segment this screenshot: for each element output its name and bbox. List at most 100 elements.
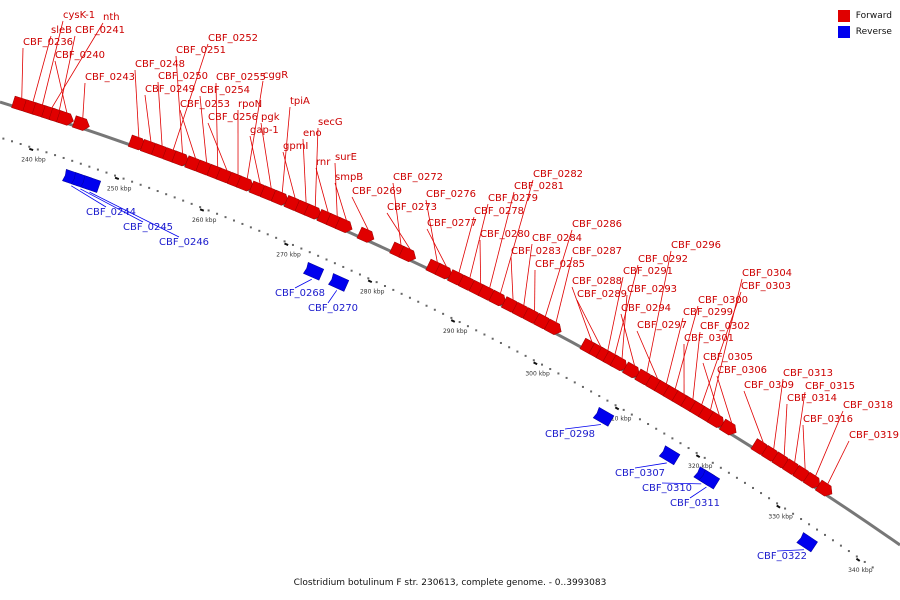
gene-glyph[interactable] (270, 189, 290, 207)
gene-glyph[interactable] (356, 226, 377, 245)
gene-glyph[interactable] (72, 115, 91, 132)
ruler-minor-tick (2, 137, 5, 140)
gene-leader-line (199, 95, 208, 163)
gene-label: CBF_0284 (532, 233, 582, 244)
ruler-minor-tick (824, 533, 827, 536)
ruler-minor-tick (565, 376, 568, 379)
ruler-minor-tick (638, 418, 641, 421)
ruler-minor-tick (408, 296, 411, 299)
ruler-tick-label: 270 kbp (276, 251, 301, 258)
ruler-minor-tick (105, 171, 108, 174)
gene-label: CBF_0248 (135, 59, 185, 70)
gene-leader-line (134, 69, 140, 138)
ruler-minor-tick (383, 285, 386, 288)
gene-glyph[interactable] (622, 361, 642, 380)
gene-glyph[interactable] (434, 263, 455, 281)
gene-leader-line (172, 43, 209, 151)
gene-leader-line (82, 82, 86, 118)
gene-label: gpmI (283, 141, 308, 152)
gene-glyph[interactable] (235, 175, 255, 193)
ruler-minor-tick (573, 381, 576, 384)
gene-leader-line (315, 167, 329, 213)
gene-glyph[interactable] (609, 354, 630, 373)
gene-leader-line (710, 278, 743, 411)
ruler-minor-tick (491, 337, 494, 340)
gene-glyph[interactable] (543, 318, 564, 337)
legend-swatch-forward (837, 10, 850, 22)
gene-glyph[interactable] (171, 150, 191, 168)
gene-glyph[interactable] (80, 175, 102, 193)
ruler-minor-tick (131, 180, 134, 183)
ruler-minor-tick (695, 451, 698, 454)
ruler-minor-tick (367, 277, 370, 280)
gene-leader-line (634, 462, 667, 469)
gene-glyph[interactable] (658, 445, 681, 466)
gene-label: cysK-1 (63, 10, 95, 21)
gene-leader-line (175, 55, 183, 154)
gene-glyph[interactable] (706, 411, 727, 431)
gene-label: CBF_0252 (208, 33, 258, 44)
gene-label: CBF_0319 (849, 430, 899, 441)
gene-leader-line (80, 188, 144, 223)
gene-glyph[interactable] (802, 471, 823, 491)
gene-glyph[interactable] (56, 110, 75, 126)
gene-glyph[interactable] (398, 245, 419, 264)
gene-leader-line (571, 286, 593, 342)
ruler-minor-tick (425, 304, 428, 307)
ruler-minor-tick (703, 456, 706, 459)
ruler-minor-tick (760, 492, 763, 495)
gene-leader-line (479, 239, 482, 284)
ruler-tick-label: 300 kbp (525, 370, 550, 377)
gene-label: CBF_0299 (683, 307, 733, 318)
ruler-minor-tick (400, 292, 403, 295)
gene-glyph[interactable] (488, 289, 509, 308)
ruler-minor-tick (114, 174, 117, 177)
gene-leader-line (523, 243, 533, 306)
gene-leader-line (281, 106, 291, 193)
ruler-minor-tick (816, 528, 819, 531)
gene-glyph[interactable] (719, 418, 739, 438)
ruler-minor-tick (743, 481, 746, 484)
ruler-major-tick (855, 557, 861, 562)
ruler-minor-tick (291, 243, 294, 246)
ruler-minor-tick (516, 350, 519, 353)
gene-label: CBF_0303 (741, 281, 791, 292)
map-caption: Clostridium botulinum F str. 230613, com… (293, 578, 607, 588)
legend-swatch-reverse (837, 26, 850, 38)
gene-glyph[interactable] (592, 407, 615, 427)
ruler-minor-tick (855, 555, 858, 558)
ruler-minor-tick (483, 333, 486, 336)
ruler-minor-tick (249, 226, 252, 229)
gene-label: CBF_0313 (783, 368, 833, 379)
gene-label: CBF_0285 (535, 259, 585, 270)
ruler-tick-label: 240 kbp (21, 156, 46, 163)
ruler-tick-label: 310 kbp (607, 415, 632, 422)
ruler-minor-tick (663, 432, 666, 435)
gene-label: CBF_0286 (572, 219, 622, 230)
ruler-minor-tick (458, 321, 461, 324)
gene-label: secG (318, 117, 343, 128)
ruler-major-tick (776, 504, 781, 509)
ruler-minor-tick (88, 165, 91, 168)
gene-label: CBF_0277 (427, 218, 477, 229)
gene-glyph[interactable] (303, 203, 323, 221)
ruler-minor-tick (71, 159, 74, 162)
gene-glyph[interactable] (334, 217, 354, 234)
gene-glyph[interactable] (814, 479, 835, 499)
gene-leader-line (692, 331, 701, 400)
ruler-minor-tick (165, 193, 168, 196)
ruler-minor-tick (156, 190, 159, 193)
gene-leader-line (249, 135, 261, 184)
gene-leader-line (702, 362, 720, 416)
gene-glyph[interactable] (303, 262, 325, 281)
ruler-minor-tick (199, 206, 202, 209)
gene-label: CBF_0314 (787, 393, 837, 404)
gene-glyph[interactable] (698, 469, 721, 490)
ruler-minor-tick (808, 523, 811, 526)
gene-glyph[interactable] (328, 273, 350, 292)
gene-leader-line (51, 22, 104, 108)
gene-glyph[interactable] (796, 532, 818, 553)
ruler-minor-tick (679, 442, 682, 445)
ruler-major-tick (695, 454, 701, 459)
gene-label: smpB (335, 172, 363, 183)
